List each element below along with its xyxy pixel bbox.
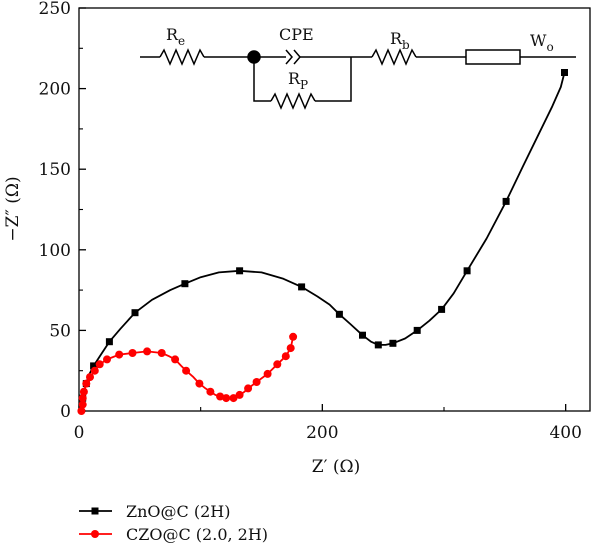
data-point-czoc xyxy=(78,394,87,403)
circuit-node xyxy=(247,50,261,64)
y-axis-title: −Z″ (Ω) xyxy=(3,176,23,241)
y-tick-label: 200 xyxy=(39,80,71,100)
x-tick-label: 200 xyxy=(306,423,338,443)
data-point-znoc xyxy=(298,283,306,291)
data-point-znoc xyxy=(374,341,382,349)
data-point-czoc xyxy=(206,387,215,396)
data-point-czoc xyxy=(263,369,272,378)
data-point-czoc xyxy=(171,355,180,364)
label-re: Re xyxy=(166,25,185,48)
data-point-czoc xyxy=(90,366,99,375)
label-rp: RP xyxy=(288,69,308,92)
label-rb: Rb xyxy=(390,29,410,52)
resistor-rp xyxy=(270,92,316,110)
y-tick-label: 250 xyxy=(39,0,71,19)
data-point-czoc xyxy=(182,366,191,375)
data-point-znoc xyxy=(90,362,98,370)
data-point-czoc xyxy=(82,379,91,388)
data-point-czoc xyxy=(286,344,295,353)
label-cpe: CPE xyxy=(279,25,314,44)
data-point-czoc xyxy=(143,347,152,356)
data-point-czoc xyxy=(79,387,88,396)
data-point-czoc xyxy=(252,378,261,386)
data-point-znoc xyxy=(463,267,471,275)
equivalent-circuit-inset xyxy=(140,48,576,110)
data-point-czoc xyxy=(195,379,204,388)
x-axis-title: Z′ (Ω) xyxy=(312,457,360,477)
x-axis: 0 200 400 xyxy=(74,404,582,443)
data-point-znoc xyxy=(502,197,510,205)
plot-frame xyxy=(78,7,591,412)
x-tick-label: 0 xyxy=(74,423,85,443)
data-point-czoc xyxy=(115,350,124,359)
y-axis: 0 50 100 150 200 250 xyxy=(39,0,86,422)
data-point-czoc xyxy=(244,384,253,393)
x-tick-label: 400 xyxy=(549,423,581,443)
data-point-znoc xyxy=(438,305,446,313)
data-point-czoc xyxy=(86,373,94,382)
cpe-element xyxy=(285,49,301,65)
resistor-re xyxy=(159,48,205,66)
parallel-branch xyxy=(315,57,352,102)
series-layer xyxy=(77,69,568,415)
data-point-czoc xyxy=(235,390,244,399)
y-tick-label: 0 xyxy=(60,402,71,422)
legend-label-czoc: CZO@C (2.0, 2H) xyxy=(126,525,268,544)
y-tick-label: 100 xyxy=(39,241,71,261)
circuit-labels: Re CPE RP Rb Wo xyxy=(166,25,554,92)
data-point-znoc xyxy=(131,309,139,317)
y-tick-label: 150 xyxy=(39,160,71,180)
data-point-znoc xyxy=(359,331,366,339)
legend-marker-square xyxy=(91,507,99,515)
resistor-rb xyxy=(371,48,417,66)
series-line-znoc xyxy=(80,72,566,411)
label-wo: Wo xyxy=(530,31,554,54)
data-point-czoc xyxy=(95,360,104,369)
data-point-znoc xyxy=(389,339,397,347)
data-point-znoc xyxy=(561,69,568,76)
data-point-czoc xyxy=(128,349,137,357)
data-point-czoc xyxy=(229,394,238,403)
data-point-czoc xyxy=(222,394,231,403)
legend-label-znoc: ZnO@C (2H) xyxy=(126,502,230,521)
legend-marker-circle xyxy=(91,530,99,538)
data-point-znoc xyxy=(105,338,113,346)
data-point-znoc xyxy=(335,310,343,318)
data-point-znoc xyxy=(181,280,189,288)
y-tick-label: 50 xyxy=(49,321,71,341)
data-point-czoc xyxy=(103,355,111,364)
data-point-czoc xyxy=(78,400,87,409)
data-point-czoc xyxy=(77,407,86,415)
data-point-znoc xyxy=(236,267,244,275)
data-point-znoc xyxy=(413,326,421,334)
legend: ZnO@C (2H) CZO@C (2.0, 2H) xyxy=(79,502,268,544)
data-point-czoc xyxy=(216,392,225,401)
data-point-czoc xyxy=(273,360,282,369)
data-point-czoc xyxy=(281,352,290,361)
data-point-czoc xyxy=(157,349,166,357)
warburg-element xyxy=(465,49,521,65)
data-point-czoc xyxy=(289,332,298,341)
parallel-branch xyxy=(253,57,271,102)
